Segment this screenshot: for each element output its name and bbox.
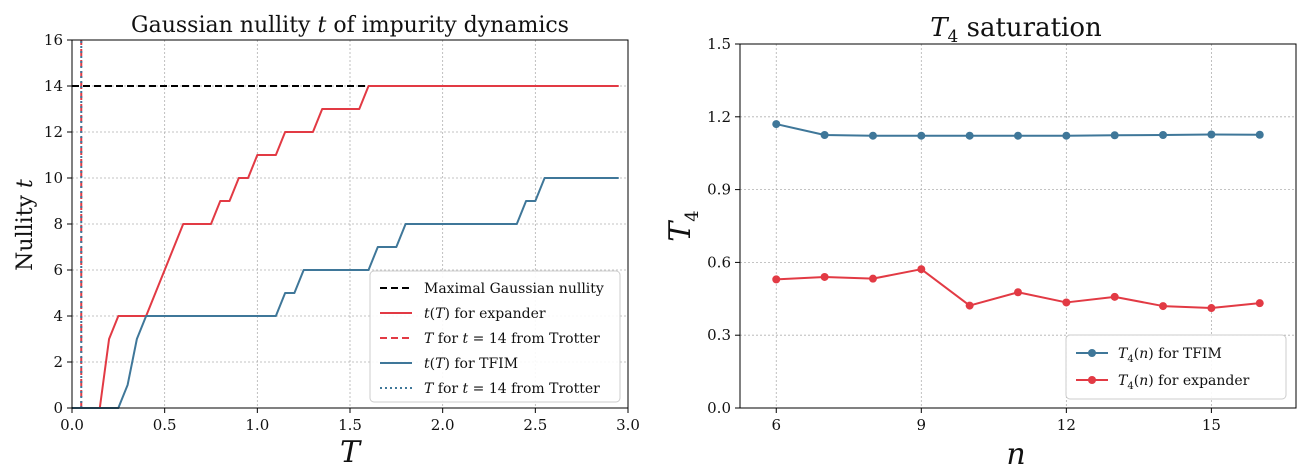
t4-title-word: saturation <box>958 13 1102 43</box>
nullity-series-line-3 <box>72 177 619 409</box>
t4-title-symbol: T <box>930 13 949 43</box>
t4-point-0-2 <box>868 131 877 140</box>
t4-ticks: 6 9 12 15 0.0 0.3 0.6 0.9 1.2 1.5 <box>707 35 1221 434</box>
t4-point-1-6 <box>1062 298 1071 307</box>
t4-plot-frame <box>739 43 1297 409</box>
t4-point-0-3 <box>917 131 926 140</box>
legend-marker-t4-tfim <box>1088 349 1096 357</box>
nullity-y-axis-label: Nullity t <box>13 179 38 271</box>
t4-point-0-1 <box>820 131 829 139</box>
t4-point-0-10 <box>1255 130 1264 139</box>
t4-ytick-label: 0.9 <box>707 181 731 199</box>
t4-point-0-6 <box>1062 131 1071 140</box>
legend-label-tfim: t(T) for TFIM <box>424 356 518 372</box>
t4-point-0-7 <box>1110 131 1119 140</box>
t4-point-1-10 <box>1255 299 1264 308</box>
nullity-chart-title: Gaussian nullity t of impurity dynamics <box>131 13 569 38</box>
t4-point-1-2 <box>868 274 877 283</box>
nullity-ytick-label: 10 <box>44 169 63 187</box>
t4-point-1-1 <box>820 272 829 281</box>
t4-legend: T4(n) for TFIM T4(n) for expander <box>1065 334 1287 400</box>
t4-title-sub: 4 <box>948 27 959 47</box>
nullity-title-part2: of impurity dynamics <box>326 13 569 38</box>
nullity-ytick-label: 2 <box>53 353 63 371</box>
nullity-legend-box <box>369 270 621 403</box>
t4-legend-box <box>1065 334 1287 400</box>
nullity-xtick-label: 2.5 <box>523 416 547 434</box>
nullity-legend: Maximal Gaussian nullity t(T) for expand… <box>369 270 621 403</box>
nullity-xtick-label: 0.0 <box>60 416 84 434</box>
nullity-xtick-label: 2.0 <box>431 416 455 434</box>
t4-series <box>772 120 1264 313</box>
nullity-xtick-label: 1.0 <box>245 416 269 434</box>
legend-entry-trotter-expander: T for t = 14 from Trotter <box>380 331 600 347</box>
legend-label-trotter-expander: T for t = 14 from Trotter <box>424 331 600 347</box>
t4-xtick-label: 12 <box>1057 416 1076 434</box>
t4-ytick-label: 0.0 <box>707 399 731 417</box>
nullity-ytick-label: 16 <box>44 31 63 49</box>
t4-chart-title: T4 saturation <box>930 13 1102 47</box>
t4-chart: 6 9 12 150.00.30.60.91.21.5 T4 saturation n… <box>663 13 1297 468</box>
t4-ytick-label: 0.6 <box>707 253 731 271</box>
nullity-ytick-label: 12 <box>44 123 63 141</box>
legend-entry-expander: t(T) for expander <box>380 306 546 322</box>
legend-marker-t4-expander <box>1088 376 1096 384</box>
legend-label-expander: t(T) for expander <box>424 306 546 322</box>
t4-ylabel-sub: 4 <box>682 210 703 221</box>
nullity-ytick-label: 0 <box>53 399 63 417</box>
legend-entry-t4-expander: T4(n) for expander <box>1076 373 1250 392</box>
nullity-xtick-label: 3.0 <box>616 416 640 434</box>
t4-ytick-label: 1.5 <box>707 35 731 53</box>
t4-point-1-8 <box>1159 302 1168 311</box>
t4-xtick-label: 15 <box>1202 416 1221 434</box>
nullity-ytick-label: 8 <box>53 215 63 233</box>
t4-ytick-label: 0.3 <box>707 326 731 344</box>
t4-point-0-8 <box>1159 131 1168 139</box>
legend-entry-trotter-tfim: T for t = 14 from Trotter <box>380 381 600 397</box>
t4-point-1-3 <box>917 265 926 274</box>
legend-label-trotter-tfim: T for t = 14 from Trotter <box>424 381 600 397</box>
t4-point-0-0 <box>772 120 781 129</box>
nullity-title-t: t <box>317 13 326 38</box>
t4-point-1-4 <box>965 301 974 310</box>
nullity-ylabel-word: Nullity <box>13 188 38 271</box>
nullity-x-axis-label: T <box>340 435 362 468</box>
legend-label-t4-expander: T4(n) for expander <box>1118 373 1250 392</box>
t4-ylabel-symbol: T <box>663 220 698 242</box>
nullity-xtick-label: 0.5 <box>153 416 177 434</box>
nullity-series <box>72 40 619 409</box>
t4-point-1-7 <box>1110 292 1119 301</box>
t4-point-0-9 <box>1207 130 1216 139</box>
t4-point-0-5 <box>1014 131 1022 140</box>
t4-x-axis-label: n <box>1006 437 1025 468</box>
legend-entry-t4-tfim: T4(n) for TFIM <box>1076 346 1222 365</box>
legend-entry-maximal: Maximal Gaussian nullity <box>380 281 604 297</box>
nullity-ticks: 0.0 0.5 1.0 1.5 2.0 2.5 3.0 0 2 4 6 8 10 12 14 16 <box>44 31 640 434</box>
nullity-title-part1: Gaussian nullity <box>131 13 317 38</box>
t4-point-1-9 <box>1207 304 1216 313</box>
nullity-xtick-label: 1.5 <box>338 416 362 434</box>
legend-entry-tfim: t(T) for TFIM <box>380 356 518 372</box>
nullity-ytick-label: 4 <box>53 307 63 325</box>
t4-y-axis-label: T4 <box>663 210 703 241</box>
legend-label-t4-tfim: T4(n) for TFIM <box>1118 346 1222 365</box>
t4-xtick-label: 9 <box>917 416 927 434</box>
nullity-series-line-1 <box>72 85 619 409</box>
t4-ytick-label: 1.2 <box>707 108 731 126</box>
legend-label-maximal: Maximal Gaussian nullity <box>424 281 604 297</box>
nullity-ytick-label: 14 <box>44 77 63 95</box>
t4-point-0-4 <box>965 131 974 140</box>
t4-point-1-5 <box>1014 288 1022 297</box>
t4-point-1-0 <box>772 275 781 284</box>
nullity-ytick-label: 6 <box>53 261 63 279</box>
t4-xtick-label: 6 <box>771 416 781 434</box>
nullity-chart: 0.0 0.5 1.0 1.5 2.0 2.5 3.0 0 2 4 6 8 10 12 14 16 Gauss… <box>13 13 640 468</box>
nullity-ylabel-t: t <box>13 179 38 188</box>
